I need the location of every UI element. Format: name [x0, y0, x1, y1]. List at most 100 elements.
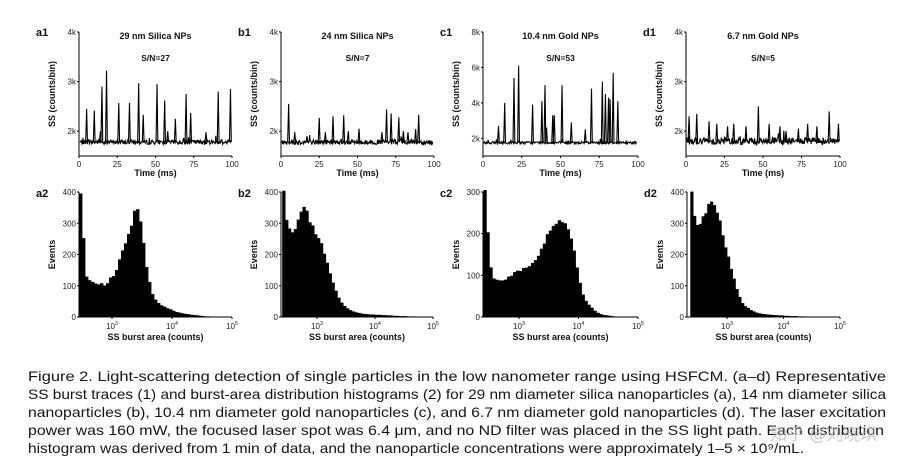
x-tick-label: 105	[226, 321, 238, 331]
y-tick-label: 400	[671, 188, 685, 197]
tick-base: 10	[573, 322, 582, 331]
panel-d2: d2 Events SS burst area (counts) 0 100 200 300…	[644, 188, 846, 342]
histogram-bar	[492, 278, 496, 317]
tick-exponent: 4	[786, 321, 789, 327]
y-axis-label: Events	[47, 240, 57, 270]
y-tick-label: 0	[72, 313, 77, 322]
trace-spike	[767, 123, 771, 142]
tick-base: 10	[166, 322, 175, 331]
histogram-bar	[593, 310, 597, 318]
trace-line	[281, 134, 434, 147]
histogram-bar	[507, 276, 511, 317]
histogram-bar	[536, 255, 541, 317]
trace-spike	[583, 129, 587, 143]
signal-to-noise: S/N=27	[141, 53, 170, 63]
trace-spike	[778, 126, 782, 142]
histogram-bar	[154, 299, 158, 317]
tick-base: 10	[226, 322, 235, 331]
histogram-bar	[724, 247, 728, 317]
tick-exponent: 4	[175, 321, 178, 327]
histogram-bar	[331, 282, 335, 317]
histogram-bar	[319, 243, 324, 317]
histogram-bar	[285, 219, 289, 317]
trace-spike	[287, 103, 290, 143]
trace-spike	[166, 131, 170, 143]
histogram-bar	[178, 312, 182, 317]
signal-to-noise: S/N=7	[346, 53, 370, 63]
trace-spike	[127, 102, 131, 143]
trace-spike	[806, 123, 810, 142]
histogram-bar	[698, 223, 702, 317]
y-tick-label: 4k	[675, 28, 684, 37]
trace-spike	[85, 108, 88, 143]
histogram-bar	[305, 210, 309, 317]
histogram-bar	[314, 234, 318, 317]
y-tick-label: 100	[671, 282, 685, 291]
histogram-bar	[744, 306, 748, 317]
watermark: 知乎 @刘晓琪	[770, 425, 877, 445]
trace-spike	[317, 117, 321, 143]
panel-label: d2	[644, 188, 657, 200]
tick-exponent: 4	[581, 321, 584, 327]
histogram-bar	[596, 312, 600, 317]
histogram-bar	[106, 283, 110, 317]
panel-title: 6.7 nm Gold NPs	[727, 31, 799, 41]
histogram-bar	[572, 250, 576, 317]
x-tick-label: 100	[833, 160, 847, 169]
histogram-bar	[395, 315, 399, 318]
trace-spike	[836, 123, 840, 142]
trace-spike	[406, 132, 410, 143]
caption-line: nanoparticles (b), 10.4 nm diameter gold…	[28, 404, 886, 420]
histogram-bar	[88, 280, 92, 317]
trace-spike	[228, 89, 232, 143]
y-tick-label: 100	[63, 282, 77, 291]
trace-spike	[189, 112, 193, 143]
tick-exponent: 5	[641, 321, 644, 327]
trace-spike	[92, 110, 96, 143]
x-tick-label: 100	[225, 160, 239, 169]
histogram-bar	[769, 314, 773, 317]
panel-label: c2	[440, 188, 452, 200]
trace-spike	[707, 121, 711, 142]
histogram-bar	[602, 314, 606, 317]
histogram-bar	[486, 232, 490, 317]
trace-spike	[517, 65, 520, 143]
y-tick-label: 100	[467, 271, 481, 280]
trace-spike	[104, 70, 108, 143]
histogram-bar	[498, 280, 502, 317]
histogram-bar	[317, 238, 321, 317]
histogram-bar	[299, 211, 303, 317]
x-tick-label: 25	[517, 160, 526, 169]
caption-line: power was 160 mW, the focused laser spot…	[28, 422, 884, 438]
histogram-bar	[738, 296, 742, 317]
x-tick-label: 103	[721, 321, 733, 331]
histogram-bar	[786, 315, 790, 318]
y-axis-label: Events	[249, 240, 259, 270]
histogram-bar	[732, 278, 736, 317]
histogram-bar	[510, 275, 514, 317]
histogram-bar	[704, 213, 708, 317]
tick-exponent: 3	[115, 321, 118, 327]
x-axis-label: SS burst area (counts)	[512, 332, 608, 342]
panel-label: b1	[238, 27, 251, 39]
trace-spike	[323, 132, 327, 143]
trace-spike	[305, 136, 309, 143]
histogram-bar	[166, 308, 170, 317]
trace-spike	[732, 123, 736, 142]
histogram-bar	[575, 267, 579, 317]
panel-b1: b1 24 nm Silica NPs S/N=7 SS (counts/bin) Ti…	[238, 27, 441, 178]
histogram-bar	[718, 220, 722, 317]
histogram-bar	[551, 225, 556, 317]
histogram-bar	[569, 238, 573, 317]
trace-spike	[117, 102, 121, 143]
trace-spike	[184, 93, 188, 143]
trace-spike	[608, 99, 612, 143]
histogram-bar	[124, 243, 128, 317]
x-tick-label: 25	[113, 160, 122, 169]
tick-base: 10	[369, 322, 378, 331]
trace-spike	[545, 127, 548, 143]
y-tick-label: 200	[63, 251, 77, 260]
signal-to-noise: S/N=5	[751, 53, 775, 63]
histogram-bar	[85, 276, 89, 317]
histogram-bar	[780, 315, 784, 317]
